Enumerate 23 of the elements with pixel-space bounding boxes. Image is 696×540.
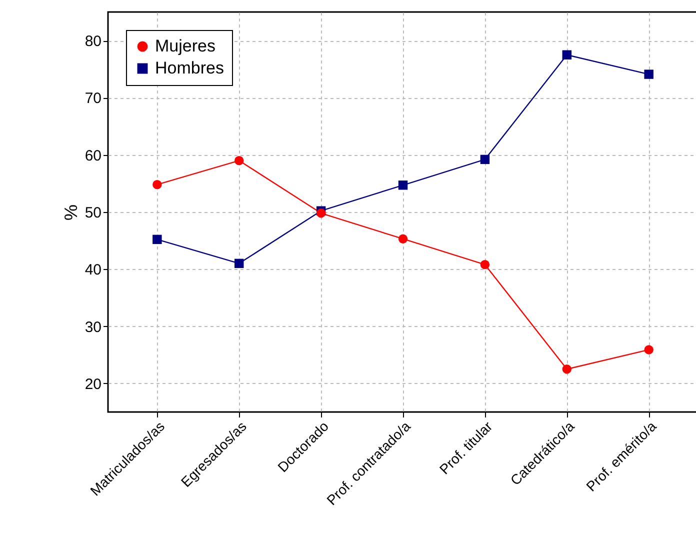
- y-tick-label: 50: [84, 204, 102, 222]
- point: [644, 345, 654, 354]
- point: [644, 70, 654, 79]
- y-tick-label: 60: [84, 147, 102, 164]
- point: [316, 208, 326, 218]
- point: [152, 234, 162, 244]
- legend-label: Mujeres: [155, 36, 216, 56]
- y-tick-label: 70: [84, 90, 102, 108]
- point: [234, 156, 244, 166]
- point: [152, 180, 162, 190]
- point: [234, 258, 244, 268]
- y-tick-label: 30: [84, 318, 102, 336]
- point: [480, 154, 490, 164]
- point: [480, 260, 490, 270]
- point: [562, 364, 572, 374]
- legend-label: Hombres: [155, 58, 224, 78]
- y-tick-label: 40: [84, 262, 102, 279]
- y-tick-label: 80: [84, 33, 102, 50]
- y-tick-label: 20: [84, 376, 102, 393]
- y-axis-title: %: [60, 204, 81, 221]
- point: [398, 180, 408, 190]
- point: [562, 50, 572, 60]
- point: [398, 234, 408, 244]
